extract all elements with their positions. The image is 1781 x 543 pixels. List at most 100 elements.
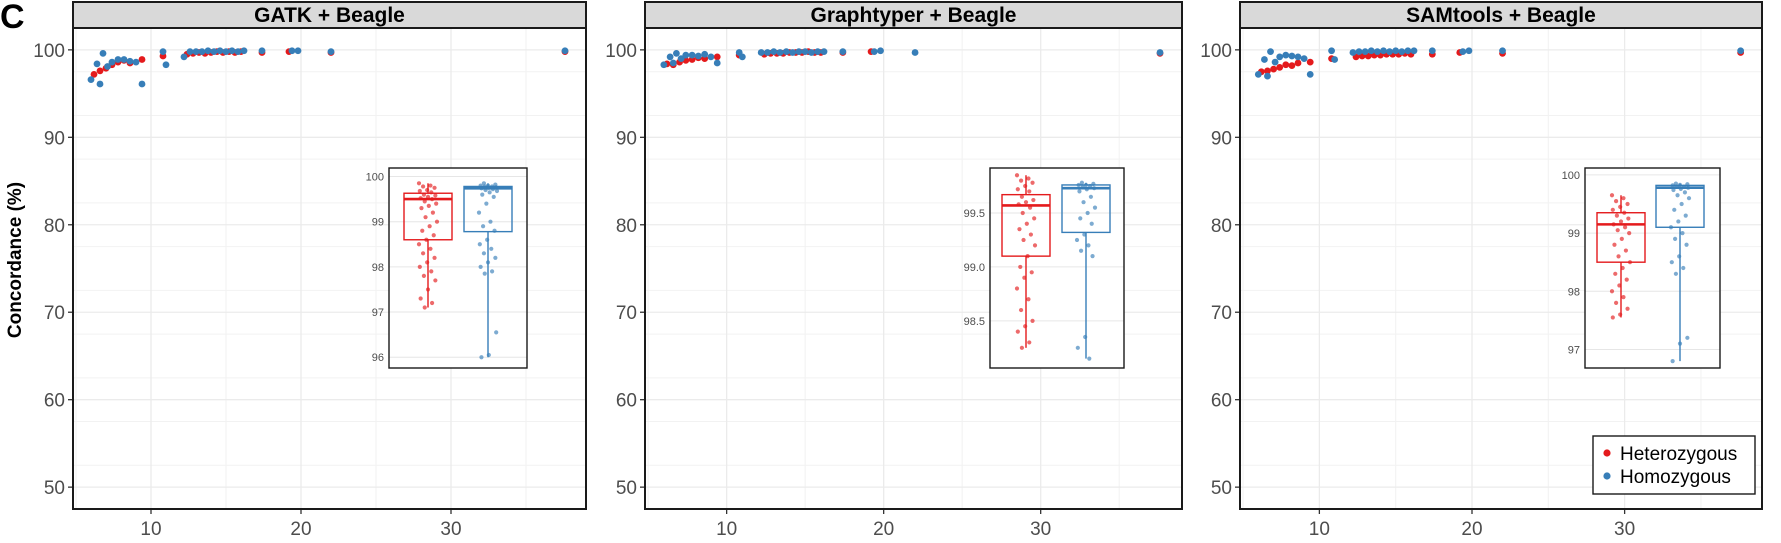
inset-boxplot: 97 98 99 100 (1562, 167, 1721, 369)
inset-point (1680, 230, 1685, 236)
inset-point (1675, 193, 1680, 198)
scatter-point-homozygous (707, 53, 715, 61)
inset-point (483, 187, 488, 193)
inset-point (1020, 210, 1025, 216)
y-tick-label: 100 (605, 41, 637, 62)
inset-point (1621, 196, 1626, 201)
inset-point (479, 355, 484, 360)
inset-tick-label: 97 (372, 307, 384, 319)
inset-point (1679, 201, 1684, 207)
inset-point (1617, 283, 1622, 288)
inset-point (1085, 210, 1090, 216)
inset-point (489, 246, 494, 251)
inset-point (1027, 205, 1033, 210)
inset-point (477, 242, 482, 247)
scatter-point-homozygous (682, 51, 690, 59)
inset-point (433, 278, 438, 283)
inset-point (1082, 232, 1087, 237)
inset-point (1672, 207, 1677, 212)
inset-point (1024, 221, 1029, 226)
inset-point (1086, 243, 1091, 248)
y-tick-label: 80 (1211, 216, 1232, 237)
inset-point (1029, 270, 1034, 275)
scatter-point-homozygous (138, 80, 146, 88)
scatter-point-homozygous (234, 48, 242, 56)
inset-point (1080, 185, 1085, 190)
scatter-point-homozygous (132, 58, 140, 66)
x-tick-label: 30 (1030, 519, 1051, 540)
panel-label: C (0, 0, 25, 36)
inset-point (1677, 254, 1682, 259)
y-tick-label: 60 (1211, 391, 1232, 412)
scatter-point-homozygous (561, 47, 569, 55)
inset-point (1087, 183, 1093, 189)
facet-strip (644, 1, 1183, 29)
inset-point (423, 215, 428, 220)
scatter-point-homozygous (1156, 49, 1164, 56)
inset-tick-label: 98.5 (964, 316, 985, 328)
scatter-point-homozygous (93, 60, 101, 68)
scatter-point-homozygous (1428, 47, 1436, 55)
scatter-point-homozygous (839, 48, 847, 56)
inset-point (1076, 182, 1081, 188)
scatter-point-homozygous (99, 49, 107, 57)
scatter-point-homozygous (1288, 52, 1296, 60)
facet-title: SAMtools + Beagle (1406, 4, 1596, 27)
inset-point (418, 196, 423, 201)
scatter-point-homozygous (1254, 70, 1262, 78)
y-tick-label: 60 (44, 391, 65, 412)
y-axis-title: Concordance (%) (5, 182, 26, 338)
inset-tick-label: 99.5 (964, 208, 985, 220)
inset-point (422, 199, 427, 204)
y-tick-label: 70 (1211, 303, 1232, 324)
scatter-point-homozygous (1361, 48, 1369, 56)
scatter-point-homozygous (1282, 51, 1290, 59)
inset-tick-label: 96 (372, 352, 384, 364)
y-tick-label: 100 (33, 41, 65, 62)
inset-point (1671, 187, 1676, 193)
inset-point (476, 210, 482, 215)
y-tick-label: 90 (1211, 128, 1232, 149)
facet-panel-3: SAMtools + Beagle 50 60 70 80 90 100 10 20 30 97 98… (1200, 1, 1763, 540)
scatter-point-homozygous (1294, 53, 1302, 61)
inset-point (1074, 237, 1080, 243)
scatter-point-homozygous (870, 48, 878, 56)
inset-point (424, 237, 429, 242)
scatter-point-homozygous (198, 48, 206, 56)
inset-point (1616, 254, 1621, 259)
scatter-point-homozygous (1404, 47, 1412, 55)
inset-point (1027, 189, 1032, 194)
inset-point (417, 188, 422, 194)
scatter-point-homozygous (159, 48, 167, 56)
inset-point (416, 242, 422, 247)
inset-point (1609, 289, 1615, 294)
scatter-point-homozygous (673, 49, 680, 57)
scatter-point-homozygous (1459, 48, 1467, 56)
inset-point (1619, 236, 1624, 242)
x-tick-label: 30 (440, 519, 461, 540)
scatter-point-homozygous (757, 49, 765, 56)
inset-point (1618, 204, 1623, 210)
scatter-point-homozygous (666, 53, 674, 61)
scatter-point-homozygous (677, 55, 685, 63)
scatter-point-homozygous (877, 47, 884, 55)
inset-point (1618, 219, 1624, 224)
x-tick-label: 20 (290, 519, 311, 540)
inset-point (420, 228, 425, 233)
inset-point (427, 224, 432, 229)
inset-point (1683, 213, 1688, 218)
inset-point (1083, 182, 1089, 188)
scatter-point-homozygous (820, 48, 828, 56)
inset-point (1017, 227, 1022, 232)
inset-point (1613, 198, 1619, 204)
inset-point (434, 201, 439, 206)
scatter-point-heterozygous (1282, 61, 1290, 69)
scatter-point-homozygous (216, 47, 224, 55)
scatter-point-homozygous (1267, 48, 1274, 56)
inset-point (434, 219, 440, 224)
x-tick-label: 20 (873, 519, 894, 540)
inset-point (1032, 216, 1037, 221)
panel-border (72, 27, 587, 510)
inset-background (389, 168, 527, 368)
